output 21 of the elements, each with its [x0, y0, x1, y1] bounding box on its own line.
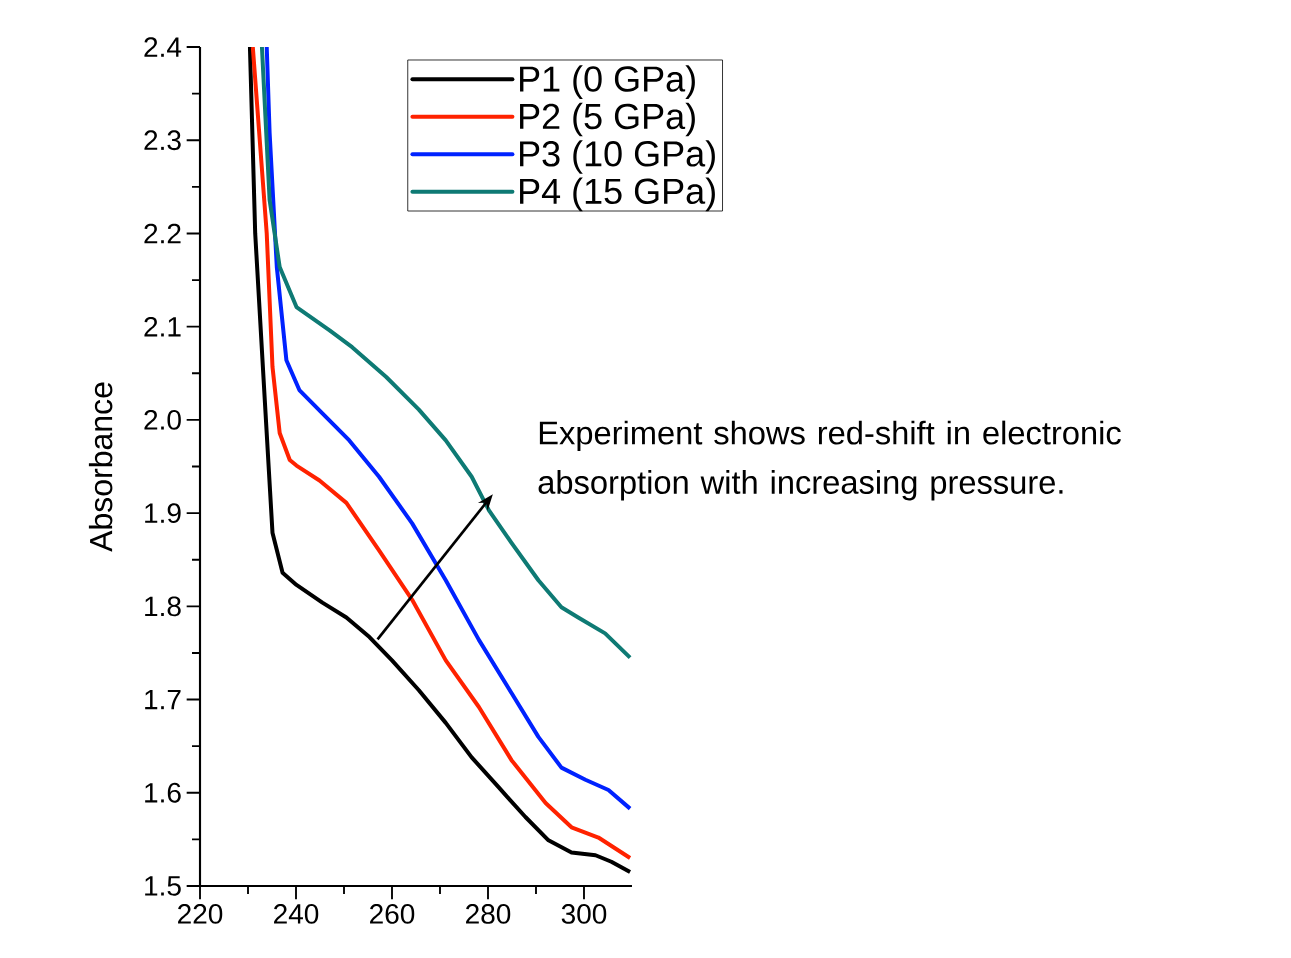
y-tick-label: 1.9 [145, 503, 181, 524]
y-tick-label: 2.3 [144, 130, 181, 151]
x-tick-label: 280 [466, 904, 511, 924]
x-tick-label: 260 [370, 904, 415, 924]
y-tick-label: 1.6 [145, 782, 181, 803]
x-tick-label: 300 [561, 904, 607, 924]
y-tick-label: 1.7 [145, 689, 181, 710]
legend-label: P4 (15 GPa) [520, 177, 715, 212]
annotation: Experiment shows red-shift in electronic absorption with increasing pressure. [538, 420, 1121, 501]
legend-label: P2 (5 GPa) [520, 102, 695, 137]
legend-label: P3 (10 GPa) [520, 140, 715, 174]
y-axis-title: Absorbance [88, 382, 113, 552]
legend-label: P1 (0 GPa) [520, 65, 695, 99]
y-tick-label: 2.0 [144, 409, 181, 430]
y-tick-label: 2.2 [144, 223, 181, 244]
x-tick-label: 220 [178, 904, 223, 924]
y-tick-label: 1.5 [145, 876, 181, 896]
x-tick-label: 240 [274, 904, 319, 924]
y-tick-label: 2.4 [144, 37, 182, 57]
y-tick-label: 2.1 [144, 316, 181, 337]
y-tick-label: 1.8 [145, 596, 181, 617]
